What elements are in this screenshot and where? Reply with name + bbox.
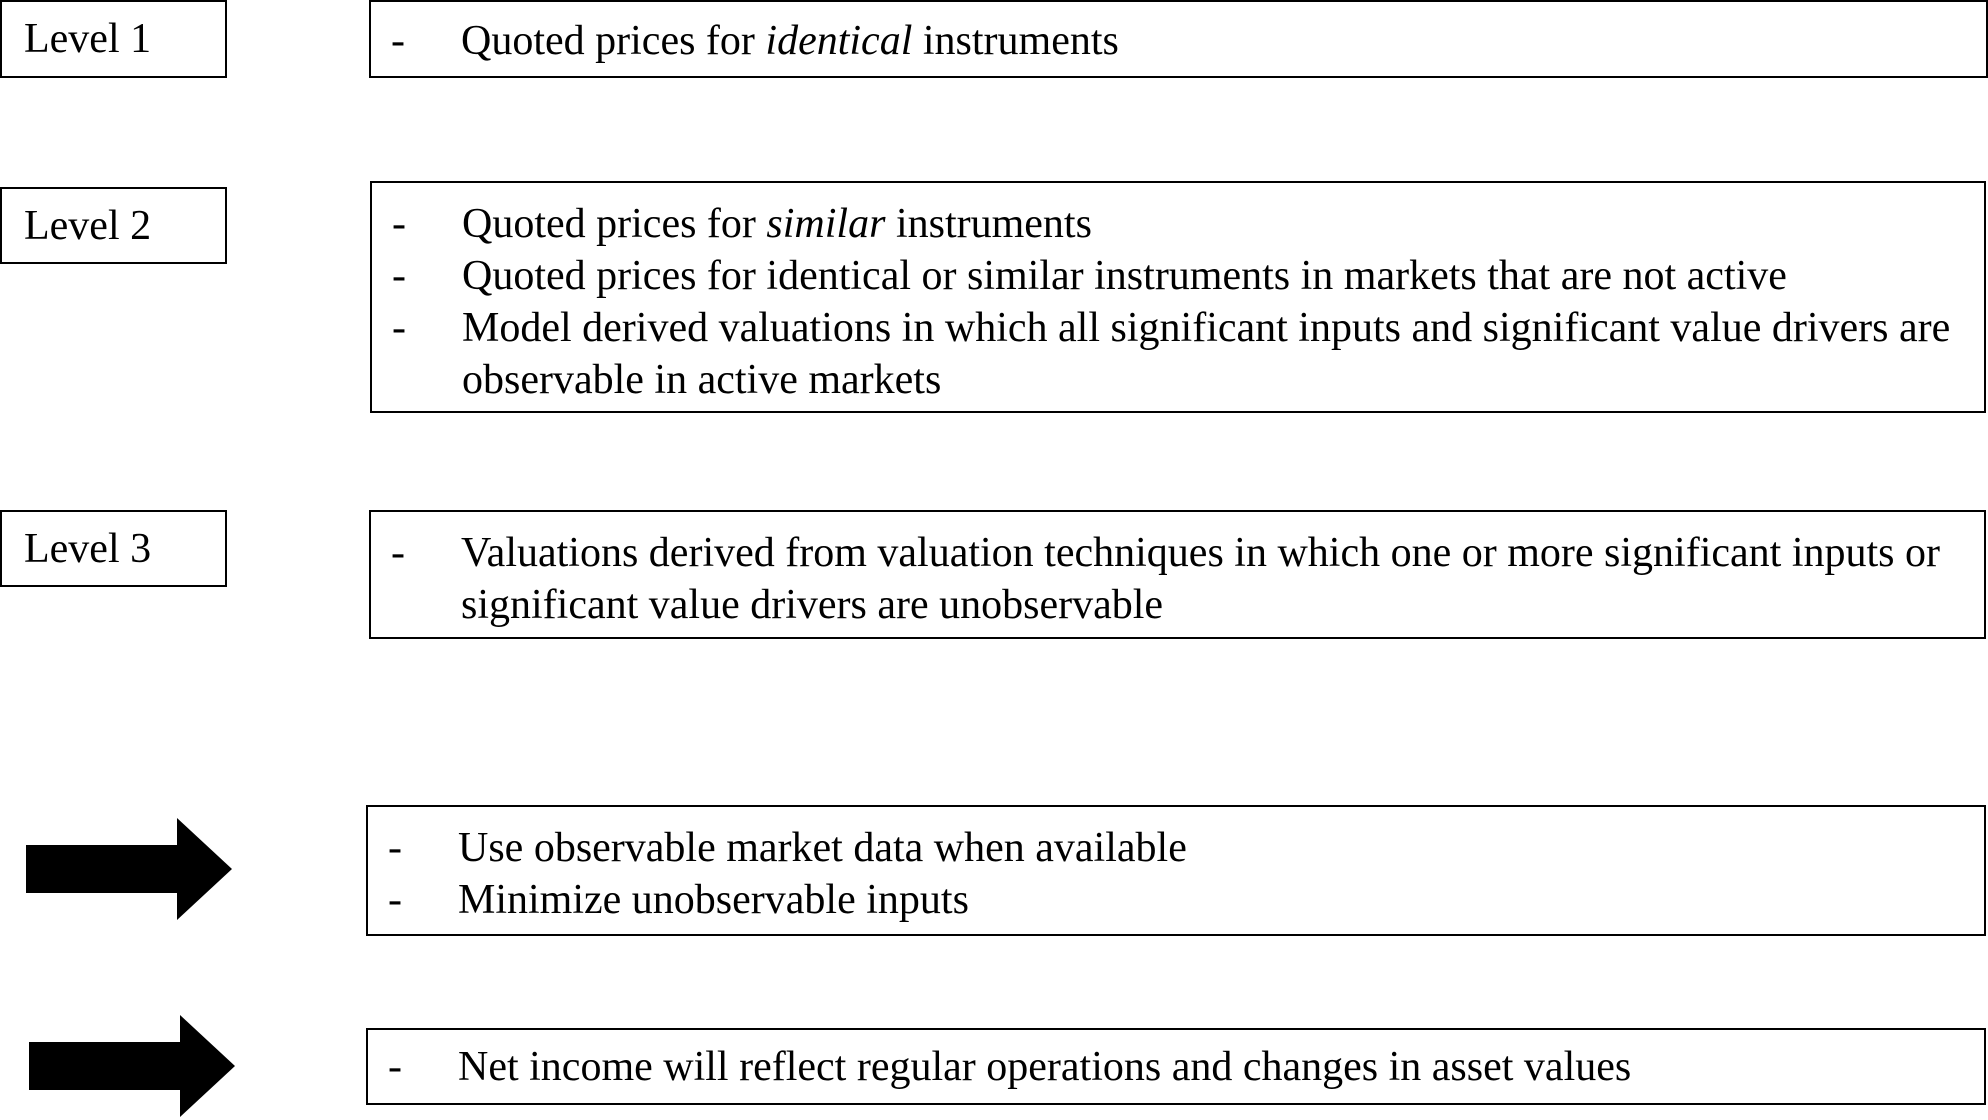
principle-1-item: - Minimize unobservable inputs — [368, 874, 1984, 926]
level-2-item: - Quoted prices for similar instruments — [372, 198, 1984, 250]
level-3-item: - Valuations derived from valuation tech… — [371, 527, 1984, 631]
level-1-label: Level 1 — [24, 16, 152, 62]
principle-2-item-text: Net income will reflect regular operatio… — [458, 1044, 1632, 1090]
right-arrow-icon — [29, 1015, 235, 1117]
level-1-label-box: Level 1 — [0, 0, 227, 78]
level-2-description-box: - Quoted prices for similar instruments … — [370, 181, 1986, 413]
principle-1-item-text: Minimize unobservable inputs — [458, 877, 969, 923]
principle-1-item: - Use observable market data when availa… — [368, 822, 1984, 874]
bullet-dash: - — [388, 825, 402, 871]
level-2-item-emphasis: similar — [766, 201, 886, 247]
level-3-label-box: Level 3 — [0, 510, 227, 587]
level-3-description-box: - Valuations derived from valuation tech… — [369, 510, 1986, 639]
right-arrow-icon — [26, 818, 232, 920]
level-2-item-text-end: instruments — [885, 201, 1092, 247]
bullet-dash: - — [392, 253, 406, 299]
bullet-dash: - — [392, 201, 406, 247]
level-2-item: - Quoted prices for identical or similar… — [372, 250, 1984, 302]
level-1-item-emphasis: identical — [765, 18, 913, 64]
level-1-item: - Quoted prices for identical instrument… — [371, 15, 1986, 67]
level-1-item-text: Quoted prices for — [461, 18, 766, 64]
level-3-label: Level 3 — [24, 525, 152, 572]
level-2-item-text: Model derived valuations in which all si… — [462, 305, 1951, 403]
bullet-dash: - — [392, 305, 406, 351]
bullet-dash: - — [388, 1044, 402, 1090]
principle-1-box: - Use observable market data when availa… — [366, 805, 1986, 936]
bullet-dash: - — [391, 530, 405, 576]
principle-2-box: - Net income will reflect regular operat… — [366, 1028, 1986, 1105]
level-2-item-text: Quoted prices for — [462, 201, 767, 247]
principle-1-item-text: Use observable market data when availabl… — [458, 825, 1187, 871]
level-2-item-text: Quoted prices for identical or similar i… — [462, 253, 1787, 299]
bullet-dash: - — [388, 877, 402, 923]
level-1-item-text-end: instruments — [912, 18, 1119, 64]
level-3-item-text: Valuations derived from valuation techni… — [461, 530, 1940, 628]
level-2-item: - Model derived valuations in which all … — [372, 302, 1984, 406]
level-2-label: Level 2 — [24, 202, 152, 249]
principle-2-item: - Net income will reflect regular operat… — [368, 1041, 1984, 1093]
bullet-dash: - — [391, 18, 405, 64]
level-1-description-box: - Quoted prices for identical instrument… — [369, 0, 1988, 78]
level-2-label-box: Level 2 — [0, 187, 227, 264]
